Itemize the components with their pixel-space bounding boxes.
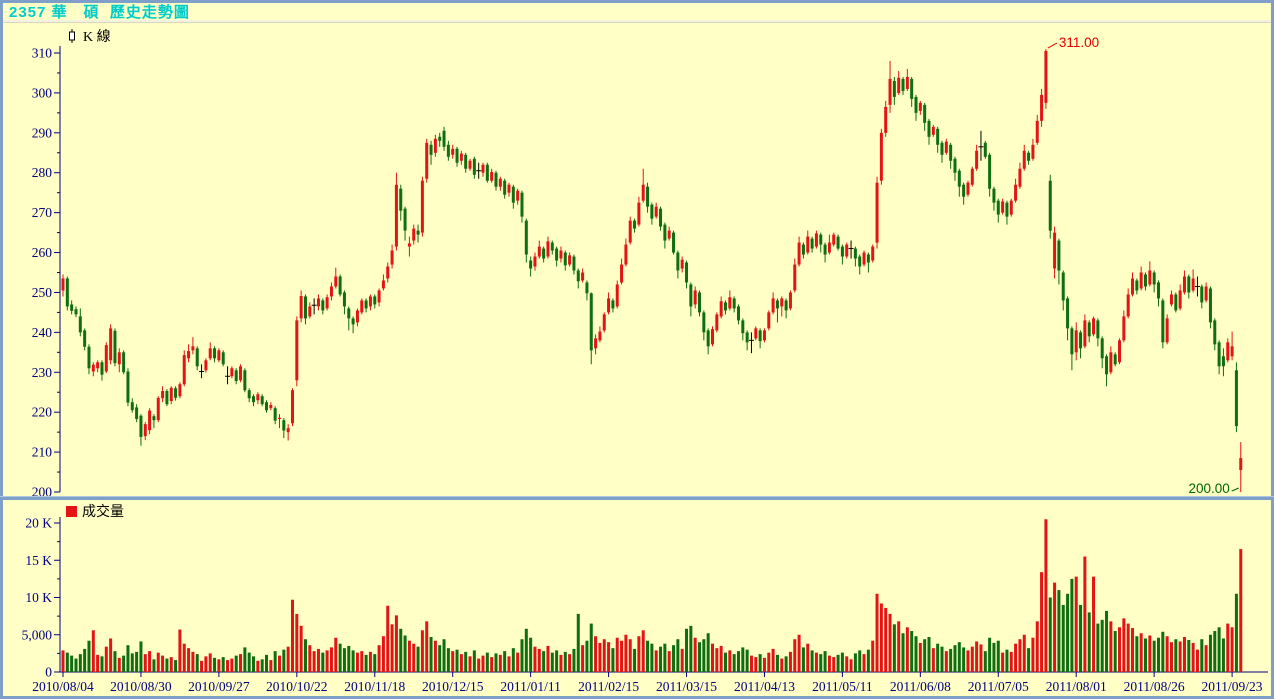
svg-text:2010/10/22: 2010/10/22 bbox=[266, 679, 328, 694]
svg-text:2011/08/01: 2011/08/01 bbox=[1046, 679, 1107, 694]
svg-text:290: 290 bbox=[32, 125, 53, 140]
kline-legend-label: K 線 bbox=[83, 30, 111, 45]
candle-bodies bbox=[61, 51, 1243, 471]
svg-text:210: 210 bbox=[32, 445, 53, 460]
svg-text:2010/09/27: 2010/09/27 bbox=[188, 679, 250, 694]
svg-text:300: 300 bbox=[32, 85, 53, 100]
svg-text:2011/05/11: 2011/05/11 bbox=[812, 679, 873, 694]
svg-text:20 K: 20 K bbox=[25, 516, 52, 531]
svg-text:2011/01/11: 2011/01/11 bbox=[500, 679, 561, 694]
svg-text:280: 280 bbox=[32, 165, 53, 180]
svg-text:200: 200 bbox=[32, 485, 53, 500]
svg-text:2011/04/13: 2011/04/13 bbox=[734, 679, 795, 694]
svg-text:2011/07/05: 2011/07/05 bbox=[968, 679, 1029, 694]
high-annotation: 311.00 bbox=[1059, 35, 1099, 50]
window-title: 2357 華 碩 歷史走勢圖 bbox=[9, 4, 190, 21]
annotations: 311.00 200.00 bbox=[1047, 35, 1239, 496]
candle-wicks bbox=[62, 49, 1242, 492]
volume-bars bbox=[61, 519, 1243, 672]
svg-text:2010/11/18: 2010/11/18 bbox=[344, 679, 405, 694]
price-axis: 200 210 220 230 240 250 260 270 280 290 300 310 bbox=[32, 46, 61, 500]
svg-text:230: 230 bbox=[32, 365, 53, 380]
svg-text:2011/09/23: 2011/09/23 bbox=[1201, 679, 1262, 694]
svg-text:310: 310 bbox=[32, 46, 53, 61]
window-titlebar: 2357 華 碩 歷史走勢圖 bbox=[3, 3, 1271, 22]
svg-text:5,000: 5,000 bbox=[22, 627, 53, 642]
svg-text:2011/06/08: 2011/06/08 bbox=[890, 679, 951, 694]
x-axis: 2010/08/04 2010/08/30 2010/09/27 2010/10/22… bbox=[32, 671, 1268, 694]
svg-text:2010/12/15: 2010/12/15 bbox=[422, 679, 484, 694]
svg-text:2011/02/15: 2011/02/15 bbox=[578, 679, 639, 694]
volume-axis: 20 K 15 K 10 K 5,000 0 bbox=[22, 516, 61, 680]
svg-text:220: 220 bbox=[32, 405, 53, 420]
volume-legend: 成交量 bbox=[66, 501, 124, 521]
svg-text:2010/08/30: 2010/08/30 bbox=[110, 679, 172, 694]
kline-legend: K 線 bbox=[66, 26, 111, 46]
svg-text:10 K: 10 K bbox=[25, 590, 52, 605]
pane-separator bbox=[0, 496, 1274, 500]
svg-text:2011/03/15: 2011/03/15 bbox=[656, 679, 717, 694]
svg-text:270: 270 bbox=[32, 205, 53, 220]
svg-text:0: 0 bbox=[45, 665, 52, 680]
candlestick-icon bbox=[69, 29, 75, 43]
svg-text:250: 250 bbox=[32, 285, 53, 300]
svg-text:240: 240 bbox=[32, 325, 53, 340]
svg-text:15 K: 15 K bbox=[25, 553, 52, 568]
svg-text:2010/08/04: 2010/08/04 bbox=[32, 679, 94, 694]
low-annotation: 200.00 bbox=[1188, 481, 1229, 496]
svg-text:2011/08/26: 2011/08/26 bbox=[1124, 679, 1185, 694]
svg-text:260: 260 bbox=[32, 245, 53, 260]
volume-legend-label: 成交量 bbox=[82, 505, 124, 520]
volume-swatch-icon bbox=[66, 505, 77, 517]
